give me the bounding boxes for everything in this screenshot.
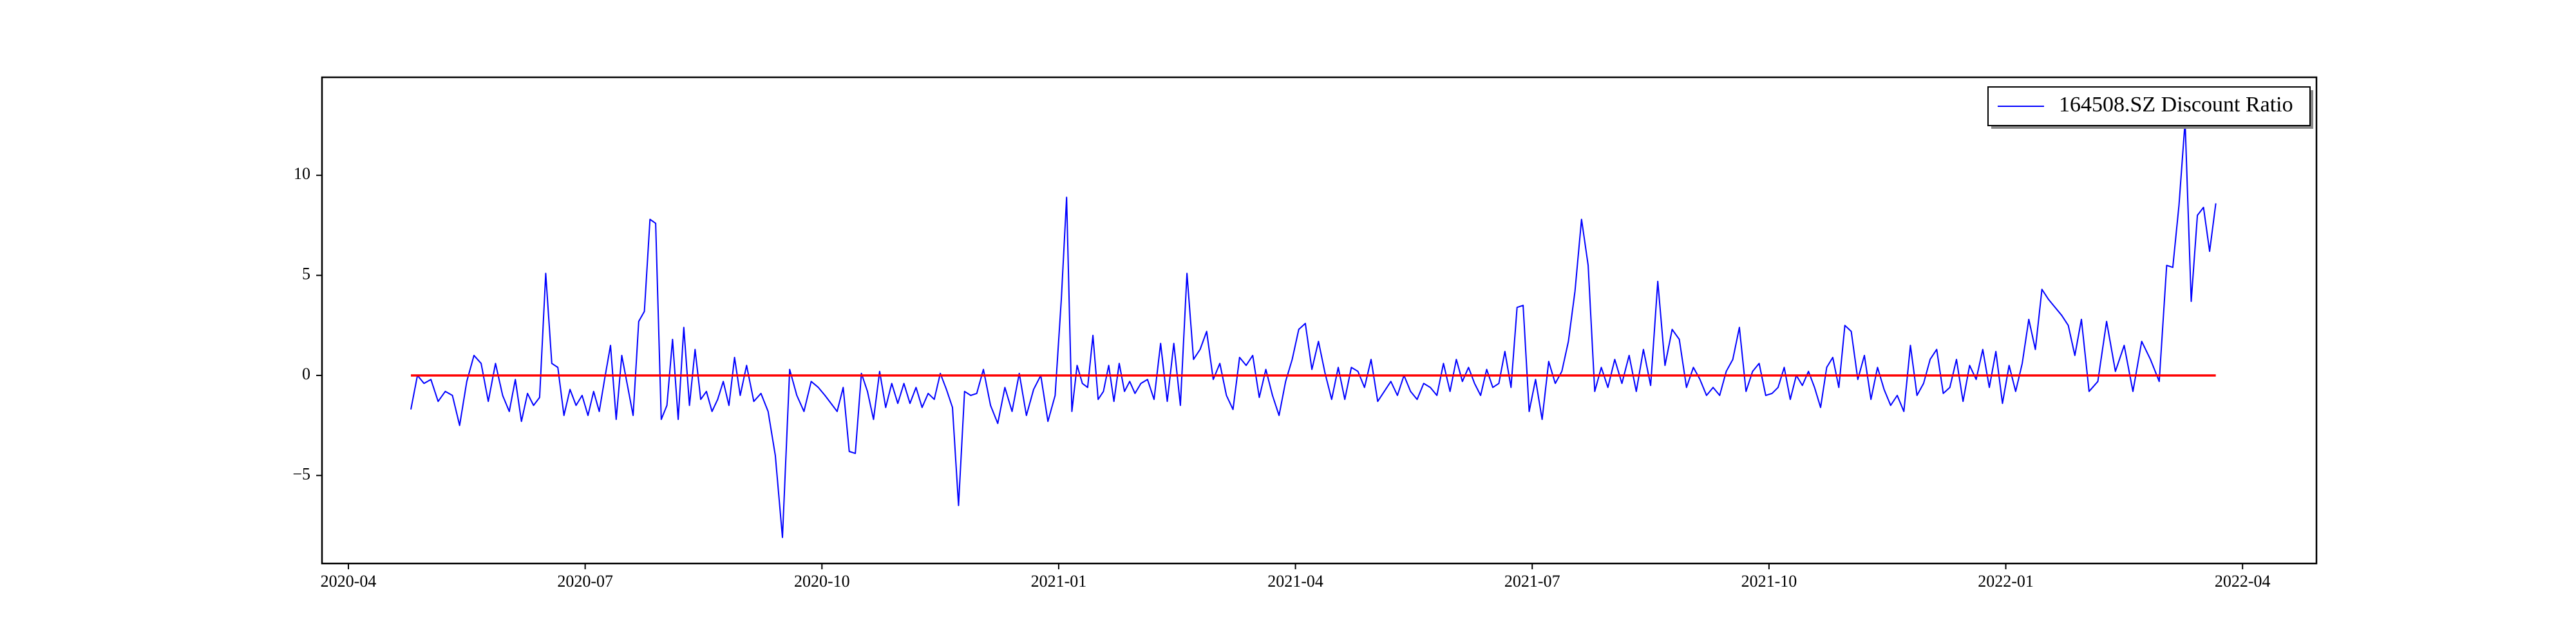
y-tick-label: 0 xyxy=(302,365,310,383)
x-tick-label: 2021-04 xyxy=(1267,572,1323,591)
x-tick-label: 2022-01 xyxy=(1978,572,2034,591)
x-tick-label: 2020-07 xyxy=(557,572,613,591)
x-tick-label: 2022-04 xyxy=(2215,572,2271,591)
x-tick-label: 2021-10 xyxy=(1741,572,1797,591)
data-line xyxy=(410,120,2217,538)
x-tick-label: 2020-04 xyxy=(321,572,377,591)
x-tick-label: 2020-10 xyxy=(794,572,850,591)
y-tick-label: −5 xyxy=(292,464,310,483)
x-tick-label: 2021-07 xyxy=(1504,572,1560,591)
x-tick-label: 2021-01 xyxy=(1031,572,1087,591)
y-tick-label: 5 xyxy=(302,265,310,283)
legend-label: 164508.SZ Discount Ratio xyxy=(2059,93,2293,117)
legend: 164508.SZ Discount Ratio xyxy=(1987,86,2313,129)
y-tick-label: 10 xyxy=(294,164,310,183)
plot-frame xyxy=(321,76,2318,565)
